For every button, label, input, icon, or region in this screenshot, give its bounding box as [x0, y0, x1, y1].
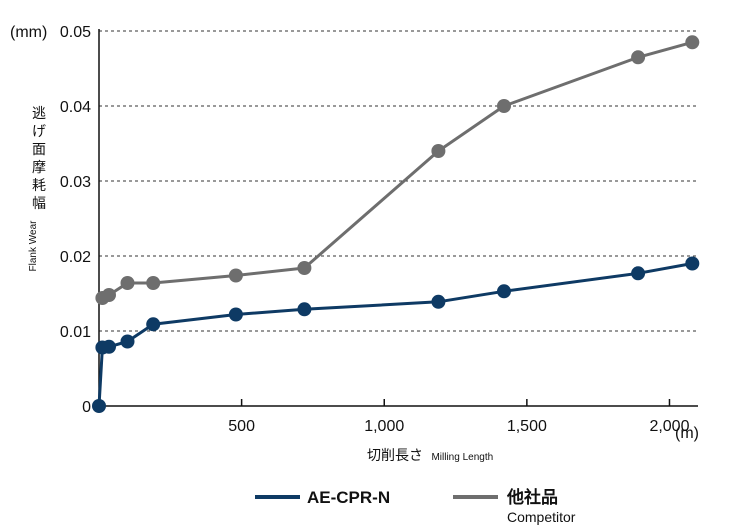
x-tick-label: 2,000 [649, 418, 689, 435]
data-point [685, 35, 700, 50]
data-point [631, 266, 646, 281]
axes [98, 29, 698, 407]
data-point [297, 302, 312, 317]
y-axis-label-char: げ [32, 123, 46, 139]
y-axis-label-char: 耗 [32, 177, 46, 193]
legend-label-ae-cpr-n: AE-CPR-N [307, 488, 390, 507]
legend-label-competitor: 他社品 [506, 487, 558, 507]
x-axis-label-jp: 切削長さ [367, 447, 423, 463]
y-axis-label-char: 摩 [32, 159, 46, 175]
data-point [102, 288, 116, 302]
x-tick-labels: 500 1,000 1,500 2,000 [228, 418, 689, 435]
y-tick-label: 0.04 [60, 99, 91, 116]
series-layer [92, 35, 700, 413]
data-point [497, 284, 511, 299]
data-point [120, 334, 135, 349]
y-axis-label-en: Flank Wear [28, 220, 39, 272]
data-point [631, 50, 646, 65]
x-tick-label: 1,000 [364, 418, 404, 435]
series-line [97, 262, 693, 407]
data-point [146, 317, 161, 332]
y-unit-label: (mm) [10, 24, 47, 41]
data-point [431, 144, 446, 158]
legend: AE-CPR-N 他社品 Competitor [255, 487, 576, 525]
y-tick-label: 0.01 [60, 324, 91, 341]
data-point [228, 268, 243, 283]
series-line [101, 40, 693, 300]
data-point [497, 99, 511, 113]
y-tick-label: 0.02 [60, 249, 91, 266]
legend-sublabel-competitor: Competitor [507, 509, 576, 525]
y-axis-label-char: 幅 [32, 195, 46, 211]
y-tick-label: 0 [82, 399, 91, 416]
x-unit-label: (m) [675, 425, 699, 442]
data-point [120, 276, 135, 290]
data-point [431, 294, 446, 309]
x-tick-label: 500 [228, 418, 255, 435]
gridlines [99, 30, 698, 332]
data-point [685, 256, 700, 271]
data-point [102, 339, 116, 354]
series-ae-cpr-n [92, 256, 700, 413]
x-axis-label: 切削長さ Milling Length [367, 447, 493, 464]
y-tick-label: 0.05 [60, 24, 91, 41]
y-axis-label-char: 逃 [32, 105, 46, 121]
x-axis-label-en: Milling Length [431, 452, 493, 463]
y-axis-label-char: 面 [32, 141, 46, 157]
series-competitor [95, 35, 700, 305]
data-point [146, 276, 161, 290]
data-point [297, 261, 312, 275]
x-tick-label: 1,500 [507, 418, 547, 435]
y-tick-label: 0.03 [60, 174, 91, 191]
data-point [92, 399, 106, 413]
y-tick-labels: 0 0.01 0.02 0.03 0.04 0.05 [60, 24, 91, 416]
data-point [228, 307, 243, 322]
